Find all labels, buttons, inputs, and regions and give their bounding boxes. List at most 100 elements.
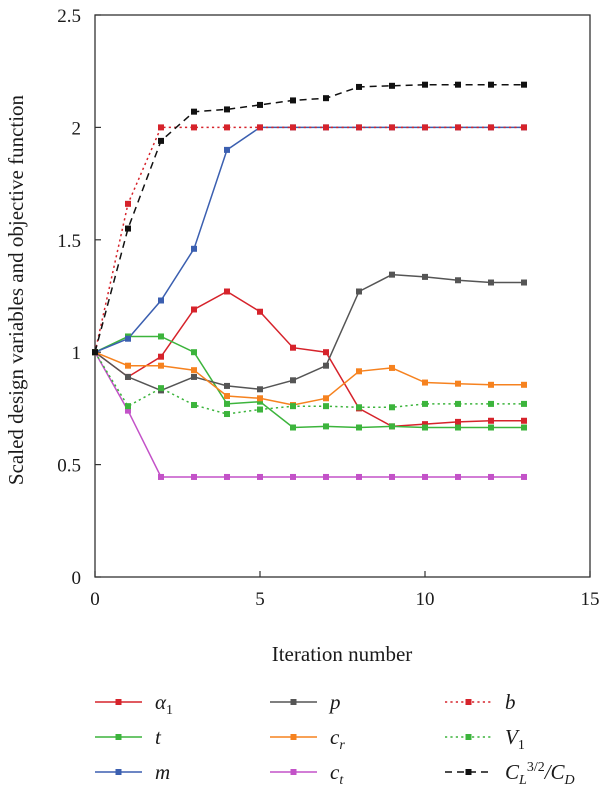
point-V1	[290, 403, 296, 410]
point-obj	[125, 225, 131, 232]
point-alpha1	[488, 417, 494, 424]
point-obj	[92, 349, 98, 356]
y-tick-label: 2.5	[57, 6, 81, 27]
point-b	[521, 124, 527, 131]
point-ct	[356, 473, 362, 480]
point-obj	[158, 137, 164, 144]
x-tick-label: 5	[255, 589, 265, 610]
point-b	[488, 124, 494, 131]
point-V1	[455, 400, 461, 407]
legend-label-obj: CL3/2/CD	[505, 760, 575, 788]
point-alpha1	[290, 344, 296, 351]
point-p	[356, 288, 362, 295]
x-tick-label: 15	[581, 589, 600, 610]
legend-label-V1: V1	[505, 725, 525, 753]
point-cr	[224, 393, 230, 400]
point-ct	[455, 473, 461, 480]
point-cr	[125, 362, 131, 369]
legend-marker-p	[290, 699, 297, 705]
point-t	[224, 400, 230, 407]
series-line-cr	[94, 351, 524, 406]
point-b	[455, 124, 461, 131]
series-lines	[94, 83, 524, 478]
point-b	[422, 124, 428, 131]
x-tick-label: 0	[90, 589, 100, 610]
point-obj	[191, 108, 197, 115]
legend-item-b: b	[445, 690, 516, 714]
point-ct	[125, 407, 131, 414]
point-b	[323, 124, 329, 131]
point-alpha1	[224, 288, 230, 295]
point-ct	[323, 473, 329, 480]
point-cr	[191, 367, 197, 374]
legend-label-b: b	[505, 690, 516, 714]
point-obj	[488, 81, 494, 88]
point-cr	[422, 379, 428, 386]
point-p	[389, 271, 395, 278]
point-V1	[257, 406, 263, 413]
point-p	[290, 377, 296, 384]
point-ct	[191, 473, 197, 480]
legend-marker-b	[465, 699, 472, 705]
point-alpha1	[323, 349, 329, 356]
point-V1	[521, 400, 527, 407]
point-cr	[356, 368, 362, 375]
legend: α1 p b t cr V1 m ct CL3/2/CD	[95, 690, 575, 788]
point-b	[191, 124, 197, 131]
legend-item-ct: ct	[270, 760, 344, 788]
point-t	[257, 398, 263, 405]
point-t	[191, 349, 197, 356]
point-ct	[224, 473, 230, 480]
series-line-alpha1	[94, 290, 524, 428]
legend-label-cr: cr	[330, 725, 345, 753]
point-cr	[257, 395, 263, 402]
legend-label-t: t	[155, 725, 162, 749]
point-p	[521, 279, 527, 286]
y-tick-label: 2	[72, 118, 82, 139]
point-cr	[521, 381, 527, 388]
point-cr	[323, 395, 329, 402]
point-m	[224, 146, 230, 153]
point-b	[356, 124, 362, 131]
series-line-t	[94, 335, 524, 429]
series-line-V1	[94, 351, 524, 415]
legend-label-alpha1: α1	[155, 690, 173, 718]
legend-marker-cr	[290, 734, 297, 740]
y-axis-label: Scaled design variables and objective fu…	[4, 94, 28, 485]
series-line-obj	[94, 83, 524, 353]
point-alpha1	[158, 353, 164, 360]
point-m	[158, 297, 164, 304]
point-ct	[290, 473, 296, 480]
point-V1	[191, 402, 197, 409]
series-line-ct	[94, 351, 524, 478]
point-b	[389, 124, 395, 131]
legend-marker-t	[115, 734, 122, 740]
point-obj	[323, 95, 329, 102]
point-t	[290, 424, 296, 431]
y-tick-label: 1	[72, 343, 82, 364]
legend-label-m: m	[155, 760, 170, 784]
legend-item-V1: V1	[445, 725, 525, 753]
point-m	[191, 245, 197, 252]
point-m	[125, 335, 131, 342]
point-t	[323, 423, 329, 430]
series-line-b	[94, 126, 524, 353]
point-b	[158, 124, 164, 131]
point-p	[191, 373, 197, 380]
point-t	[455, 424, 461, 431]
plot-frame	[94, 14, 591, 578]
legend-marker-alpha1	[115, 699, 122, 705]
point-t	[422, 424, 428, 431]
point-ct	[257, 473, 263, 480]
point-obj	[389, 82, 395, 89]
legend-marker-obj	[465, 769, 472, 775]
point-V1	[488, 400, 494, 407]
point-obj	[290, 97, 296, 104]
point-V1	[224, 411, 230, 418]
point-ct	[389, 473, 395, 480]
legend-item-m: m	[95, 760, 170, 784]
point-t	[389, 423, 395, 430]
point-cr	[455, 380, 461, 387]
point-t	[488, 424, 494, 431]
point-V1	[323, 403, 329, 410]
